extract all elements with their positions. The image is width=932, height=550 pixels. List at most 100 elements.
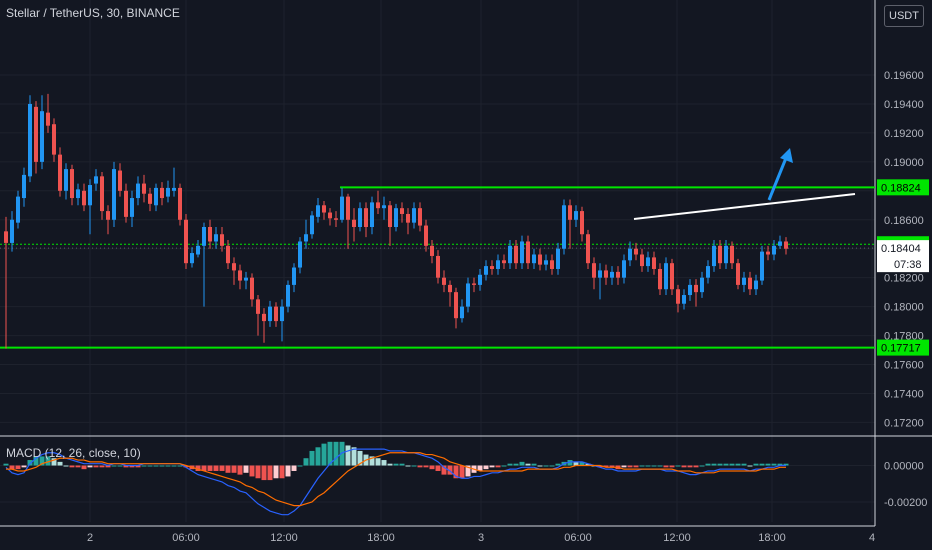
candle-body	[664, 263, 668, 290]
candle-body	[712, 245, 716, 267]
macd-histogram-bar	[339, 441, 345, 466]
macd-histogram-bar	[87, 465, 93, 468]
macd-histogram-bar	[675, 465, 681, 467]
candle-body	[166, 187, 170, 197]
macd-histogram-bar	[117, 465, 123, 467]
candle-body	[778, 241, 782, 246]
macd-histogram-bar	[105, 465, 111, 468]
candle-body	[124, 190, 128, 217]
candle-body	[94, 176, 98, 184]
macd-histogram-bar	[81, 465, 87, 470]
macd-histogram-bar	[627, 465, 633, 468]
candle-body	[388, 205, 392, 227]
chart-title: Stellar / TetherUS, 30, BINANCE	[6, 6, 180, 20]
macd-histogram-bar	[153, 465, 159, 467]
macd-histogram-bar	[381, 460, 387, 466]
macd-histogram-bar	[717, 463, 723, 466]
macd-histogram-bar	[711, 463, 717, 466]
candle-body	[28, 103, 32, 177]
macd-histogram-bar	[279, 465, 285, 479]
target-arrow	[767, 157, 788, 201]
candle-body	[322, 205, 326, 213]
candle-body	[586, 234, 590, 264]
candle-body	[412, 208, 416, 223]
macd-histogram-bar	[489, 465, 495, 468]
macd-histogram-bar	[183, 465, 189, 468]
macd-histogram-bar	[27, 460, 33, 466]
price-tick-label: 0.17200	[884, 417, 924, 429]
candle-body	[244, 277, 248, 281]
candle-body	[82, 190, 86, 206]
macd-histogram-bar	[165, 465, 171, 467]
candle-body	[340, 196, 344, 220]
price-tick-label: 0.18600	[884, 215, 924, 227]
price-tick-label: 0.19600	[884, 70, 924, 82]
candle-body	[88, 185, 92, 206]
candle-body	[430, 245, 434, 256]
candle-body	[580, 211, 584, 235]
candle-body	[304, 234, 308, 242]
candle-body	[238, 270, 242, 281]
macd-histogram-bar	[93, 465, 99, 468]
currency-unit-button[interactable]: USDT	[884, 5, 924, 27]
candle-body	[154, 187, 158, 206]
candles	[4, 93, 788, 349]
candle-body	[274, 306, 278, 322]
macd-histogram-bar	[267, 465, 273, 481]
candle-body	[442, 277, 446, 285]
macd-histogram-bar	[213, 465, 219, 471]
macd-histogram-bar	[9, 465, 15, 470]
candle-body	[118, 170, 122, 191]
candle-body	[730, 245, 734, 264]
macd-histogram-bar	[669, 465, 675, 468]
candle-body	[76, 189, 80, 199]
level-label-bg	[877, 179, 929, 196]
macd-histogram-bar	[645, 465, 651, 467]
macd-histogram-bar	[75, 465, 81, 468]
macd-histogram-bar	[195, 465, 201, 471]
candle-body	[508, 245, 512, 264]
macd-histogram-bar	[369, 456, 375, 466]
macd-histogram-bar	[297, 465, 303, 467]
price-tick-label: 0.19000	[884, 157, 924, 169]
candle-body	[370, 202, 374, 227]
candle-body	[100, 176, 104, 212]
price-axis: 0.196000.194000.192000.190000.188000.186…	[884, 70, 924, 429]
candle-body	[40, 111, 44, 162]
candle-body	[394, 208, 398, 227]
candle-body	[4, 231, 8, 243]
macd-histogram-bar	[207, 465, 213, 471]
macd-histogram-bar	[621, 465, 627, 468]
macd-histogram-bar	[417, 465, 423, 468]
candle-body	[556, 248, 560, 269]
macd-histogram-bar	[477, 465, 483, 471]
candle-body	[214, 234, 218, 242]
candle-body	[718, 245, 722, 264]
macd-histogram-bar	[237, 465, 243, 475]
candle-body	[724, 245, 728, 264]
macd-histogram-bar	[525, 463, 531, 466]
time-tick-label: 3	[478, 532, 484, 544]
candle-body	[226, 245, 230, 264]
candle-body	[760, 251, 764, 281]
macd-histogram-bar	[393, 463, 399, 466]
candle-body	[550, 260, 554, 269]
candle-body	[298, 241, 302, 268]
macd-histogram-bar	[543, 465, 549, 467]
macd-histogram-bar	[483, 465, 489, 470]
macd-histogram-bar	[45, 456, 51, 466]
candle-body	[484, 266, 488, 275]
candle-body	[70, 169, 74, 199]
candle-body	[436, 255, 440, 278]
candle-body	[466, 283, 470, 307]
macd-histogram-bar	[723, 463, 729, 466]
candle-body	[448, 284, 452, 293]
macd-histogram-bar	[405, 465, 411, 467]
macd-histogram-bar	[519, 461, 525, 466]
candle-body	[286, 284, 290, 307]
macd-histogram-bar	[225, 465, 231, 473]
macd-histogram-bar	[135, 465, 141, 468]
candle-body	[352, 219, 356, 227]
macd-histogram-bar	[501, 465, 507, 467]
